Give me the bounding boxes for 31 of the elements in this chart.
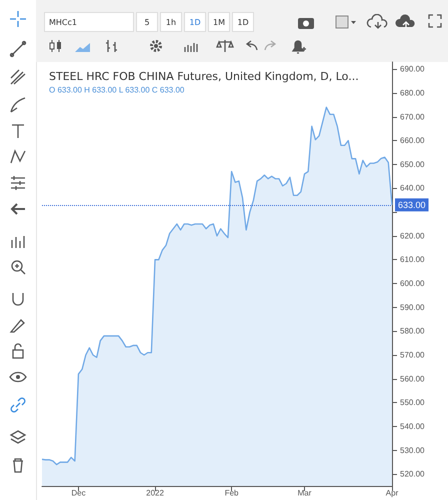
text: O 633.00 H 633.00 L 633.00 C 633.00 [49,86,185,94]
text: 1D [232,12,254,32]
y-tick-label: 520.00 [400,470,426,479]
text: 1D [184,12,206,32]
y-tick-label: 610.00 [400,255,426,264]
y-tick-label: 590.00 [400,302,426,312]
text: 1h [160,12,182,32]
x-tick-label: 2022 [146,488,164,498]
y-tick-label: 600.00 [400,279,426,288]
y-tick-label: 570.00 [400,350,426,360]
y-tick-label: 690.00 [400,64,426,74]
y-tick-label: 650.00 [400,160,426,169]
y-tick-label: 580.00 [400,326,426,336]
x-tick-label: Feb [224,488,240,498]
text: STEEL HRC FOB CHINA Futures, United Kingdom, D, Lo... [49,70,359,83]
y-tick-label: 680.00 [400,88,426,98]
y-tick-label: 550.00 [400,398,426,408]
y-tick-label: 530.00 [400,446,426,455]
x-tick-label: Dec [71,488,86,498]
x-tick-label: Mar [298,488,312,498]
x-tick-label: Apr [386,488,399,498]
text: 5 [136,12,158,32]
y-tick-label: 620.00 [400,231,426,240]
y-tick-label: 660.00 [400,136,426,146]
y-tick-label: 540.00 [400,422,426,431]
y-tick-label: 670.00 [400,112,426,122]
text: 1M [208,12,230,32]
ref-line-label: 633.00 [398,200,426,210]
y-tick-label: 560.00 [400,374,426,384]
text: MHCc1 [44,12,134,32]
y-tick-label: 640.00 [400,184,426,193]
